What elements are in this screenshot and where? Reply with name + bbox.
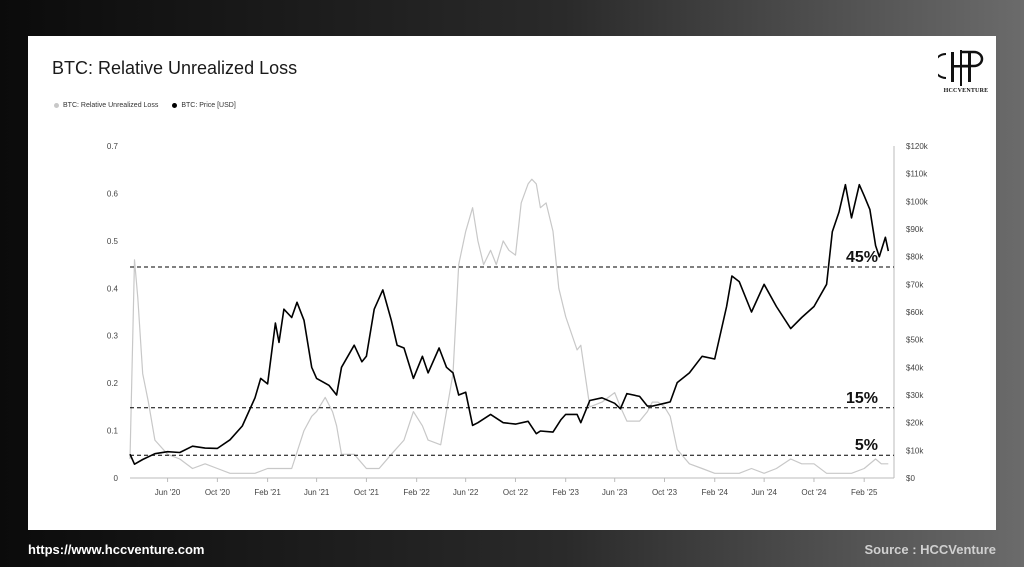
x-tick-label: Jun '24 <box>751 488 777 497</box>
footer-url-link[interactable]: https://www.hccventure.com <box>28 542 205 557</box>
x-tick-label: Oct '21 <box>354 488 380 497</box>
x-tick-label: Oct '22 <box>503 488 529 497</box>
x-tick-label: Feb '24 <box>702 488 729 497</box>
legend: BTC: Relative Unrealized Loss BTC: Price… <box>54 102 236 109</box>
y-right-tick-label: $110k <box>906 170 928 179</box>
y-left-tick-label: 0.1 <box>107 427 119 436</box>
legend-label-price: BTC: Price [USD] <box>181 102 236 109</box>
x-tick-label: Feb '22 <box>403 488 430 497</box>
y-right-tick-label: $60k <box>906 308 924 317</box>
x-tick-label: Feb '23 <box>552 488 579 497</box>
x-tick-label: Feb '25 <box>851 488 878 497</box>
x-tick-label: Oct '23 <box>652 488 678 497</box>
y-left-tick-label: 0.3 <box>107 332 119 341</box>
x-tick-label: Jun '22 <box>453 488 479 497</box>
x-tick-label: Oct '20 <box>205 488 231 497</box>
legend-item-price[interactable]: BTC: Price [USD] <box>172 102 236 109</box>
y-left-tick-label: 0 <box>114 474 119 483</box>
y-right-tick-label: $20k <box>906 419 924 428</box>
series-line-relative-unrealized-loss <box>129 178 889 474</box>
chart-card: BTC: Relative Unrealized Loss BTC: Relat… <box>28 36 996 530</box>
footer-source: Source : HCCVenture <box>864 542 996 557</box>
y-right-tick-label: $10k <box>906 446 924 455</box>
legend-item-loss[interactable]: BTC: Relative Unrealized Loss <box>54 102 158 109</box>
y-left-tick-label: 0.7 <box>107 142 119 151</box>
series-line-btc-price <box>129 183 890 466</box>
x-tick-label: Oct '24 <box>801 488 827 497</box>
y-right-tick-label: $90k <box>906 225 924 234</box>
y-right-tick-label: $70k <box>906 280 924 289</box>
y-left-tick-label: 0.2 <box>107 379 119 388</box>
y-left-tick-label: 0.5 <box>107 237 119 246</box>
y-right-tick-label: $40k <box>906 363 924 372</box>
legend-swatch-loss-icon <box>54 103 59 108</box>
y-right-tick-label: $0 <box>906 474 915 483</box>
x-tick-label: Jun '23 <box>602 488 628 497</box>
chart-title: BTC: Relative Unrealized Loss <box>52 58 298 78</box>
y-right-tick-label: $120k <box>906 142 929 151</box>
reference-line-label: 15% <box>846 390 878 407</box>
x-tick-label: Feb '21 <box>254 488 281 497</box>
reference-line-label: 5% <box>855 437 878 454</box>
y-right-tick-label: $50k <box>906 336 924 345</box>
y-right-tick-label: $80k <box>906 253 924 262</box>
y-left-tick-label: 0.6 <box>107 189 119 198</box>
chart-svg: 0 0.1 0.2 0.3 0.4 0.5 0.6 0.7 $0 $10k $20k $30k $40k… <box>107 142 929 497</box>
y-right-tick-label: $100k <box>906 197 929 206</box>
legend-label-loss: BTC: Relative Unrealized Loss <box>63 102 159 109</box>
y-left-tick-label: 0.4 <box>107 284 119 293</box>
hcc-monogram-logo: HCCVENTURE <box>933 48 994 100</box>
x-tick-label: Jun '20 <box>155 488 181 497</box>
y-right-tick-label: $30k <box>906 391 924 400</box>
reference-line-label: 45% <box>846 249 878 266</box>
x-tick-label: Jun '21 <box>304 488 330 497</box>
logo-text: HCCVENTURE <box>943 88 989 94</box>
legend-swatch-price-icon <box>172 103 178 108</box>
